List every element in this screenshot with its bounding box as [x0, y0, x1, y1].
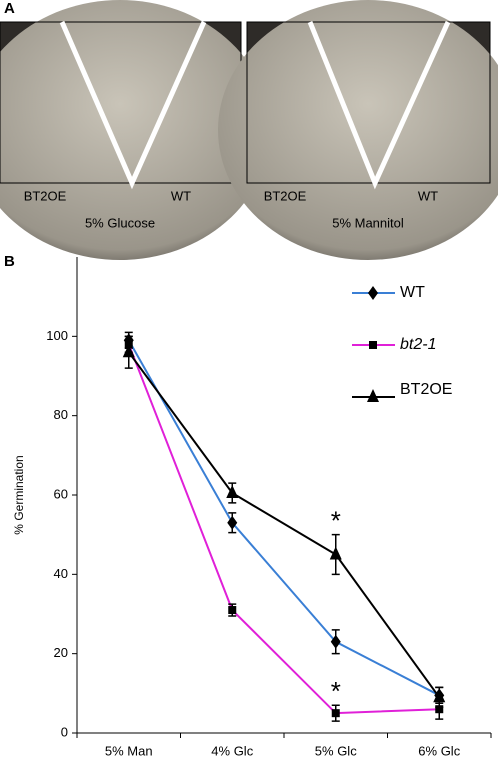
legend-marker [367, 389, 379, 402]
legend-marker [368, 286, 378, 300]
condition-label: 5% Glucose [85, 215, 155, 230]
data-point [433, 689, 446, 703]
section-label: WT [171, 188, 191, 203]
series-line [127, 343, 440, 715]
section-label: BT2OE [264, 188, 307, 203]
section-label: WT [418, 188, 438, 203]
legend-marker [369, 341, 377, 349]
y-tick-label: 80 [54, 407, 68, 422]
series-line [127, 351, 441, 698]
legend-label: bt2-1 [400, 336, 436, 353]
y-tick-label: 0 [61, 724, 68, 739]
x-tick-label: 4% Glc [211, 743, 253, 758]
panel-label: B [4, 253, 15, 270]
data-point [331, 709, 340, 718]
photo [218, 0, 498, 260]
legend-label: BT2OE [400, 381, 452, 398]
series-line [127, 339, 440, 697]
y-axis-label: % Germination [12, 455, 26, 534]
y-tick-label: 40 [54, 566, 68, 581]
photo [0, 0, 270, 260]
data-point [226, 485, 239, 499]
data-point [435, 705, 444, 714]
y-tick-label: 20 [54, 645, 68, 660]
section-label: BT2OE [24, 188, 67, 203]
x-tick-label: 5% Glc [315, 743, 357, 758]
y-tick-label: 100 [46, 328, 68, 343]
x-tick-label: 5% Man [105, 743, 153, 758]
x-tick-label: 6% Glc [418, 743, 460, 758]
data-point [330, 634, 341, 649]
y-tick-label: 60 [54, 486, 68, 501]
panel-label: A [4, 0, 15, 17]
data-point [227, 515, 238, 530]
annotation: * [331, 676, 341, 706]
condition-label: 5% Mannitol [332, 215, 404, 230]
data-point [122, 344, 135, 358]
legend-label: WT [400, 284, 425, 301]
data-point [329, 546, 342, 560]
annotation: * [331, 506, 341, 536]
data-point [228, 606, 237, 615]
